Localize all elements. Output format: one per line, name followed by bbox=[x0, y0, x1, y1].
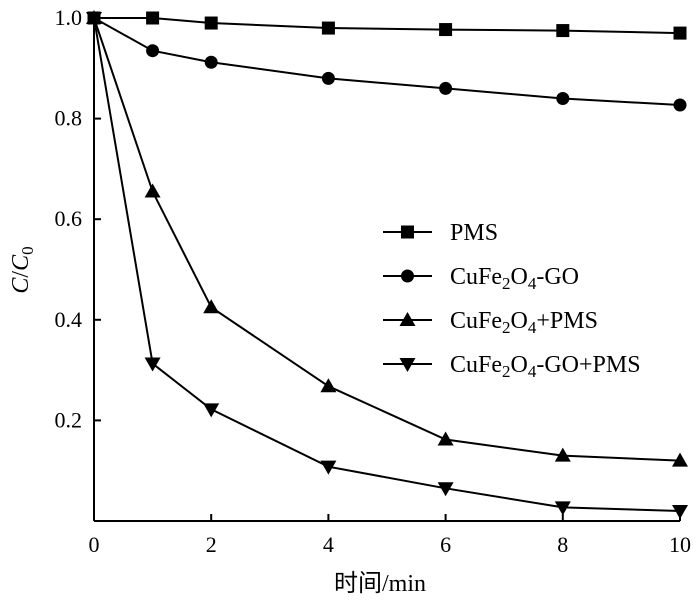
data-point-square bbox=[439, 23, 453, 37]
legend-text-part: O bbox=[511, 264, 528, 290]
legend-subscript: 4 bbox=[528, 362, 537, 381]
series-line bbox=[94, 17, 681, 35]
data-point-triangle-up bbox=[203, 299, 220, 314]
legend-entry: CuFe2O4+PMS bbox=[383, 308, 598, 337]
legend-label: CuFe2O4+PMS bbox=[450, 308, 598, 337]
series-2 bbox=[86, 10, 688, 467]
data-point-triangle-down bbox=[437, 482, 454, 497]
legend-entry: CuFe2O4-GO bbox=[383, 264, 579, 293]
data-point-circle bbox=[204, 55, 218, 69]
legend-label: PMS bbox=[450, 220, 498, 246]
series-line bbox=[93, 17, 681, 462]
legend-label: CuFe2O4-GO+PMS bbox=[450, 352, 641, 381]
axes: 0 2 4 6 8 100.20.40.60.81.0 bbox=[55, 5, 692, 557]
data-point-square bbox=[321, 21, 335, 35]
legend-text-part: +PMS bbox=[536, 308, 598, 334]
data-point-square bbox=[146, 11, 160, 25]
y-axis-title: C/C0 bbox=[8, 246, 37, 293]
series-1 bbox=[87, 11, 687, 112]
legend-subscript: 4 bbox=[528, 274, 537, 293]
data-point-circle bbox=[439, 81, 453, 95]
legend-text-part: PMS bbox=[450, 220, 498, 246]
data-point-triangle-down bbox=[320, 460, 337, 475]
data-point-triangle-down bbox=[554, 501, 571, 516]
data-point-triangle-down bbox=[672, 504, 688, 519]
legend-marker-triangle-up bbox=[399, 312, 416, 326]
legend-marker-square bbox=[401, 225, 414, 239]
data-point-triangle-up bbox=[554, 447, 571, 462]
legend-subscript: 2 bbox=[502, 362, 511, 381]
data-point-triangle-up bbox=[144, 183, 161, 198]
x-tick-label: 8 bbox=[557, 532, 568, 557]
y-tick-label: 0.4 bbox=[55, 307, 83, 332]
y-tick-label: 0.2 bbox=[55, 407, 83, 432]
legend-marker-triangle-down bbox=[399, 358, 416, 372]
series-line bbox=[93, 17, 681, 512]
x-axis-title: 时间/min bbox=[334, 570, 426, 597]
y-tick-label: 0.6 bbox=[55, 206, 83, 231]
data-point-triangle-up bbox=[320, 378, 337, 393]
legend-text-part: -GO bbox=[536, 264, 579, 290]
data-point-triangle-up bbox=[672, 452, 688, 467]
legend-text-part: -GO+PMS bbox=[536, 352, 640, 378]
x-tick-label: 4 bbox=[323, 532, 334, 557]
x-tick-label: 6 bbox=[440, 532, 451, 557]
data-point-square bbox=[204, 16, 218, 30]
data-point-triangle-up bbox=[437, 431, 454, 446]
data-point-square bbox=[673, 26, 687, 40]
legend-text-part: O bbox=[511, 352, 528, 378]
data-point-triangle-down bbox=[203, 403, 220, 418]
series-0 bbox=[87, 11, 687, 40]
data-point-circle bbox=[556, 91, 570, 105]
series-3 bbox=[86, 12, 688, 519]
y-tick-label: 0.8 bbox=[55, 106, 83, 131]
data-point-circle bbox=[321, 71, 335, 85]
legend-text-part: O bbox=[511, 308, 528, 334]
x-tick-label: 0 bbox=[89, 532, 100, 557]
legend-text-part: CuFe bbox=[450, 264, 502, 290]
legend-entry: CuFe2O4-GO+PMS bbox=[383, 352, 641, 381]
data-point-triangle-down bbox=[86, 12, 102, 26]
x-tick-label: 10 bbox=[669, 532, 691, 557]
legend-label: CuFe2O4-GO bbox=[450, 264, 579, 293]
legend-subscript: 2 bbox=[502, 318, 511, 337]
legend-subscript: 2 bbox=[502, 274, 511, 293]
legend-entry: PMS bbox=[383, 220, 498, 246]
legend-text-part: CuFe bbox=[450, 308, 502, 334]
data-point-circle bbox=[673, 98, 687, 112]
series-layer bbox=[86, 10, 688, 519]
data-point-circle bbox=[146, 44, 160, 58]
data-point-square bbox=[556, 24, 570, 38]
x-tick-label: 2 bbox=[206, 532, 217, 557]
data-point-triangle-down bbox=[144, 357, 161, 372]
legend-text-part: CuFe bbox=[450, 352, 502, 378]
legend-subscript: 4 bbox=[528, 318, 537, 337]
y-tick-label: 1.0 bbox=[55, 5, 83, 30]
legend-marker-circle bbox=[401, 269, 414, 283]
